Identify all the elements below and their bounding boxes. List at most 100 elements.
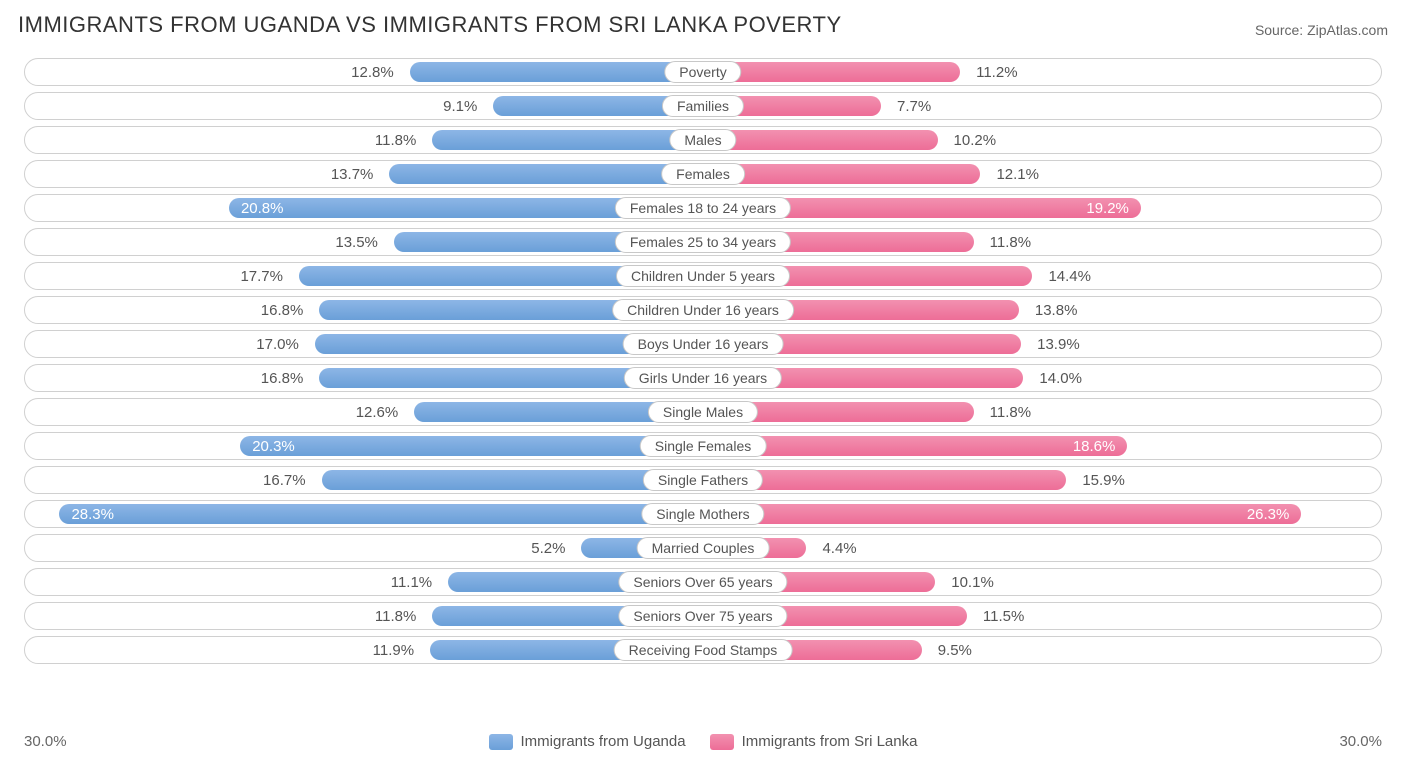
category-label: Boys Under 16 years: [623, 333, 784, 355]
chart-row: 13.5% 11.8% Females 25 to 34 years: [24, 228, 1382, 256]
bar-left: 28.3%: [59, 504, 699, 524]
chart-row: 17.7% 14.4%Children Under 5 years: [24, 262, 1382, 290]
category-label: Receiving Food Stamps: [614, 639, 793, 661]
value-label-left: 12.6%: [344, 404, 411, 421]
bar-left: 20.3%: [240, 436, 699, 456]
bar-left: [432, 130, 699, 150]
row-right-half: 14.4%: [703, 263, 1381, 289]
row-right-half: 10.1%: [703, 569, 1381, 595]
row-left-half: 9.1%: [25, 93, 703, 119]
row-right-half: 7.7%: [703, 93, 1381, 119]
row-right-half: 12.1%: [703, 161, 1381, 187]
chart-row: 16.8%13.8%Children Under 16 years: [24, 296, 1382, 324]
chart-row: 16.8% 14.0% Girls Under 16 years: [24, 364, 1382, 392]
row-right-half: 26.3%: [703, 501, 1381, 527]
value-label-right: 10.1%: [939, 574, 1006, 591]
value-label-left: 12.8%: [339, 64, 406, 81]
category-label: Married Couples: [637, 537, 770, 559]
legend-item-uganda: Immigrants from Uganda: [489, 733, 686, 750]
axis-label-left: 30.0%: [24, 733, 94, 750]
bar-right: [707, 164, 980, 184]
row-left-half: 16.7%: [25, 467, 703, 493]
row-left-half: 5.2%: [25, 535, 703, 561]
value-label-left: 17.0%: [244, 336, 311, 353]
chart-row: 13.7% 12.1% Females: [24, 160, 1382, 188]
category-label: Females: [661, 163, 745, 185]
value-label-right: 12.1%: [984, 166, 1051, 183]
bar-right: 18.6%: [707, 436, 1127, 456]
row-right-half: 14.0%: [703, 365, 1381, 391]
category-label: Males: [669, 129, 736, 151]
row-left-half: 28.3%: [25, 501, 703, 527]
category-label: Girls Under 16 years: [624, 367, 782, 389]
value-label-left: 11.8%: [363, 608, 428, 625]
row-right-half: 10.2%: [703, 127, 1381, 153]
row-left-half: 17.0%: [25, 331, 703, 357]
value-label-left: 11.1%: [379, 574, 444, 591]
row-right-half: 11.8%: [703, 229, 1381, 255]
bar-right: 26.3%: [707, 504, 1301, 524]
value-label-right: 11.8%: [978, 404, 1043, 421]
value-label-right: 11.2%: [964, 64, 1029, 81]
row-left-half: 13.5%: [25, 229, 703, 255]
value-label-right: 14.0%: [1027, 370, 1094, 387]
category-label: Single Mothers: [641, 503, 764, 525]
value-label-right: 7.7%: [885, 98, 943, 115]
axis-label-right: 30.0%: [1312, 733, 1382, 750]
value-label-left: 11.9%: [361, 642, 426, 659]
row-left-half: 17.7%: [25, 263, 703, 289]
source-attribution: Source: ZipAtlas.com: [1255, 22, 1388, 38]
value-label-left: 17.7%: [228, 268, 295, 285]
chart-row: 20.3% 18.6% Single Females: [24, 432, 1382, 460]
row-right-half: 11.5%: [703, 603, 1381, 629]
category-label: Females 18 to 24 years: [615, 197, 791, 219]
legend-item-srilanka: Immigrants from Sri Lanka: [710, 733, 918, 750]
legend-label-uganda: Immigrants from Uganda: [521, 733, 686, 750]
value-label-left: 13.7%: [319, 166, 386, 183]
row-left-half: 12.8%: [25, 59, 703, 85]
value-label-left: 16.8%: [249, 302, 316, 319]
value-label-left: 16.8%: [249, 370, 316, 387]
value-label-left: 5.2%: [519, 540, 577, 557]
row-left-half: 11.8%: [25, 127, 703, 153]
value-label-left: 28.3%: [59, 506, 126, 523]
category-label: Seniors Over 75 years: [618, 605, 787, 627]
row-right-half: 11.2%: [703, 59, 1381, 85]
category-label: Children Under 5 years: [616, 265, 790, 287]
value-label-right: 4.4%: [810, 540, 868, 557]
bar-right: [707, 62, 960, 82]
category-label: Single Fathers: [643, 469, 763, 491]
chart-row: 5.2% 4.4% Married Couples: [24, 534, 1382, 562]
row-right-half: 13.8%: [703, 297, 1381, 323]
value-label-left: 9.1%: [431, 98, 489, 115]
chart-container: IMMIGRANTS FROM UGANDA VS IMMIGRANTS FRO…: [0, 0, 1406, 758]
row-left-half: 20.8%: [25, 195, 703, 221]
category-label: Single Females: [640, 435, 767, 457]
value-label-right: 10.2%: [942, 132, 1009, 149]
chart-footer: 30.0% Immigrants from Uganda Immigrants …: [18, 733, 1388, 750]
row-left-half: 12.6%: [25, 399, 703, 425]
bar-right: [707, 130, 938, 150]
category-label: Females 25 to 34 years: [615, 231, 791, 253]
row-left-half: 16.8%: [25, 297, 703, 323]
category-label: Seniors Over 65 years: [618, 571, 787, 593]
chart-row: 12.6%11.8%Single Males: [24, 398, 1382, 426]
legend: Immigrants from Uganda Immigrants from S…: [94, 733, 1312, 750]
row-left-half: 11.9%: [25, 637, 703, 663]
value-label-right: 11.8%: [978, 234, 1043, 251]
row-right-half: 11.8%: [703, 399, 1381, 425]
source-prefix: Source:: [1255, 22, 1307, 38]
value-label-right: 18.6%: [1061, 438, 1128, 455]
value-label-left: 16.7%: [251, 472, 318, 489]
row-right-half: 19.2%: [703, 195, 1381, 221]
value-label-right: 11.5%: [971, 608, 1036, 625]
row-right-half: 18.6%: [703, 433, 1381, 459]
chart-row: 28.3% 26.3% Single Mothers: [24, 500, 1382, 528]
row-left-half: 13.7%: [25, 161, 703, 187]
chart-row: 17.0%13.9%Boys Under 16 years: [24, 330, 1382, 358]
row-right-half: 15.9%: [703, 467, 1381, 493]
value-label-left: 20.3%: [240, 438, 307, 455]
header: IMMIGRANTS FROM UGANDA VS IMMIGRANTS FRO…: [18, 12, 1388, 38]
value-label-right: 19.2%: [1074, 200, 1141, 217]
value-label-right: 26.3%: [1235, 506, 1302, 523]
